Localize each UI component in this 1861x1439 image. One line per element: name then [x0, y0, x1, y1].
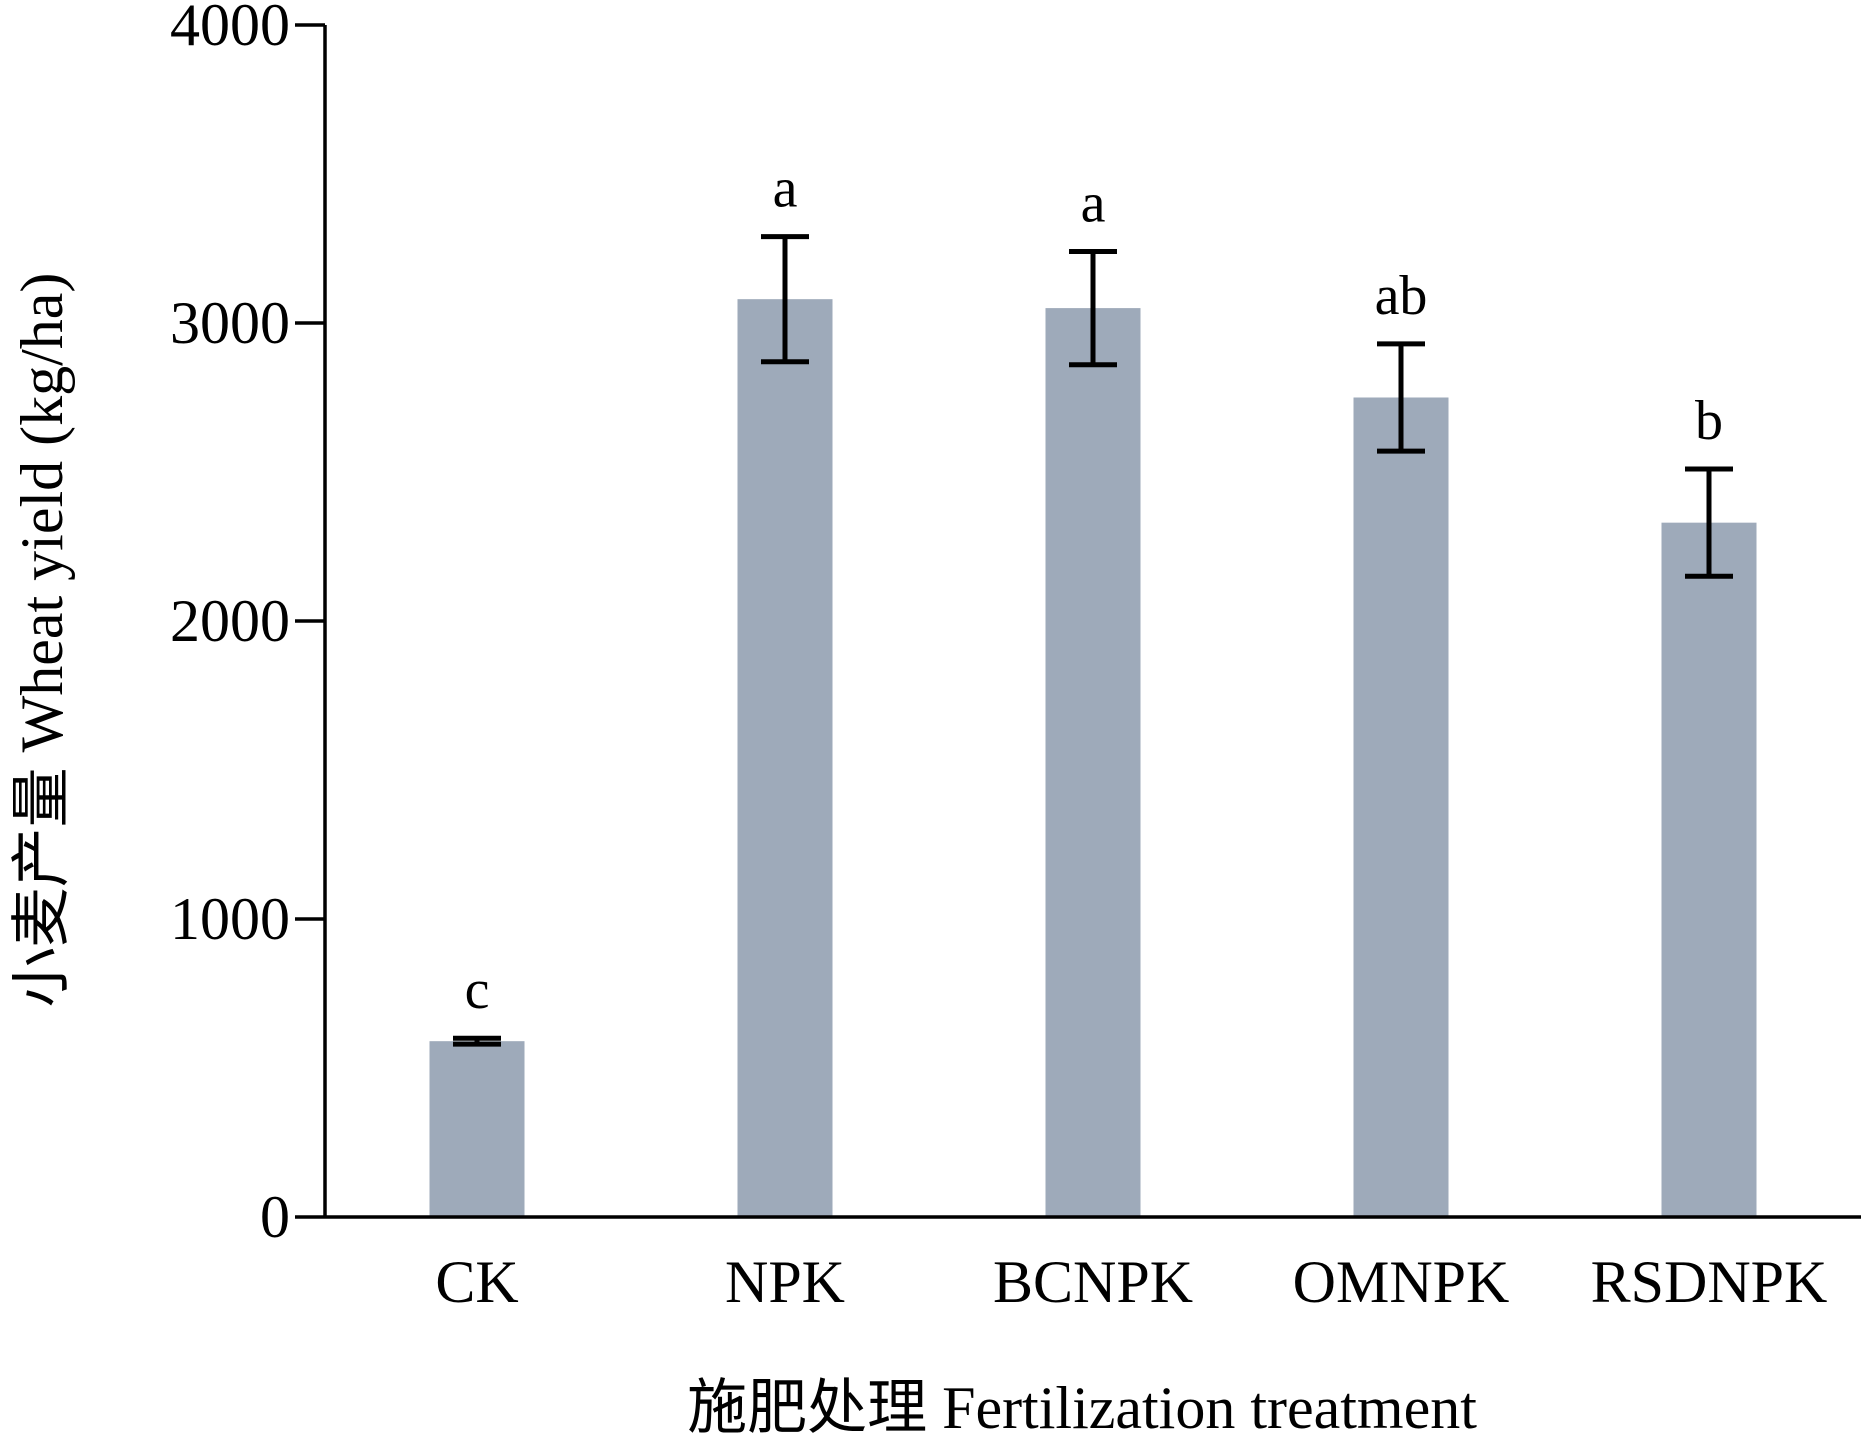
significance-label: b [1695, 390, 1723, 452]
y-tick-label: 2000 [170, 588, 290, 654]
bars-layer [429, 299, 1757, 1218]
x-tick-label: RSDNPK [1591, 1249, 1828, 1315]
error-bar [1685, 466, 1733, 579]
error-bar [453, 1035, 501, 1047]
y-tick-label: 0 [260, 1184, 290, 1250]
significance-label: ab [1375, 265, 1428, 327]
x-tick-labels-layer: CK NPK BCNPK OMNPK RSDNPK [435, 1249, 1827, 1315]
bar [429, 1041, 525, 1217]
y-tick-label: 4000 [170, 0, 290, 58]
significance-label: a [773, 158, 798, 220]
error-bar [1377, 341, 1425, 454]
significance-label: a [1081, 172, 1106, 234]
bar [1045, 308, 1141, 1218]
bar [1353, 397, 1449, 1217]
x-tick-label: CK [435, 1249, 518, 1315]
bar [737, 299, 833, 1217]
significance-label: c [465, 959, 490, 1021]
x-tick-label: NPK [725, 1249, 845, 1315]
significance-labels-layer: c a a ab b [465, 158, 1723, 1022]
error-bars-layer [453, 234, 1733, 1047]
bar [1661, 522, 1757, 1217]
y-axis-title: 小麦产量 Wheat yield (kg/ha) [9, 273, 75, 1008]
y-tick-label: 3000 [170, 290, 290, 356]
x-axis-title: 施肥处理 Fertilization treatment [687, 1375, 1477, 1439]
x-tick-label: OMNPK [1293, 1249, 1510, 1315]
x-tick-label: BCNPK [993, 1249, 1193, 1315]
y-ticks-layer: 0 1000 2000 3000 4000 [170, 0, 325, 1250]
error-bar [1069, 248, 1117, 368]
y-tick-label: 1000 [170, 886, 290, 952]
error-bar [761, 234, 809, 365]
